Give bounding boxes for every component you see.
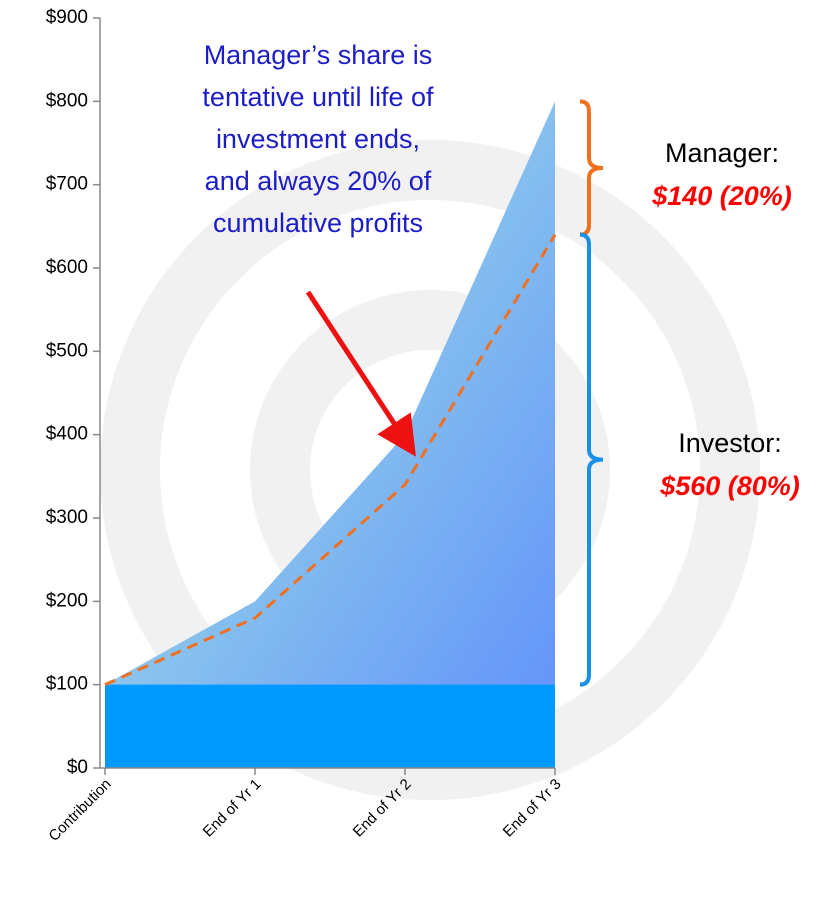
x-tick-label: End of Yr 1 <box>200 776 265 841</box>
note-line: and always 20% of <box>205 166 432 196</box>
manager-label: Manager: <box>665 138 779 168</box>
note-line: tentative until life of <box>202 82 434 112</box>
y-tick-label: $500 <box>46 340 88 361</box>
y-tick-label: $300 <box>46 507 88 528</box>
investor-label: Investor: <box>678 428 782 458</box>
investor-brace <box>579 232 604 687</box>
y-tick-label: $400 <box>46 424 88 445</box>
y-tick-label: $900 <box>46 7 88 28</box>
note-line: Manager’s share is <box>204 40 433 70</box>
investor-value: $560 (80%) <box>659 471 800 501</box>
y-tick-label: $200 <box>46 590 88 611</box>
investor-share-line <box>104 233 557 687</box>
x-tick-label: Contribution <box>45 776 114 845</box>
y-tick-label: $600 <box>46 257 88 278</box>
annotations: Manager: $140 (20%) Investor: $560 (80%)… <box>202 40 800 687</box>
y-tick-label: $100 <box>46 674 88 695</box>
y-tick-label: $700 <box>46 174 88 195</box>
y-tick-label: $800 <box>46 90 88 111</box>
manager-value: $140 (20%) <box>651 181 792 211</box>
arrow <box>305 290 416 457</box>
note-line: investment ends, <box>216 124 420 154</box>
manager-brace <box>579 99 604 237</box>
contribution-area <box>105 684 555 768</box>
y-tick-label: $0 <box>67 757 88 778</box>
total-value-area <box>105 101 555 769</box>
note-line: cumulative profits <box>213 208 423 238</box>
